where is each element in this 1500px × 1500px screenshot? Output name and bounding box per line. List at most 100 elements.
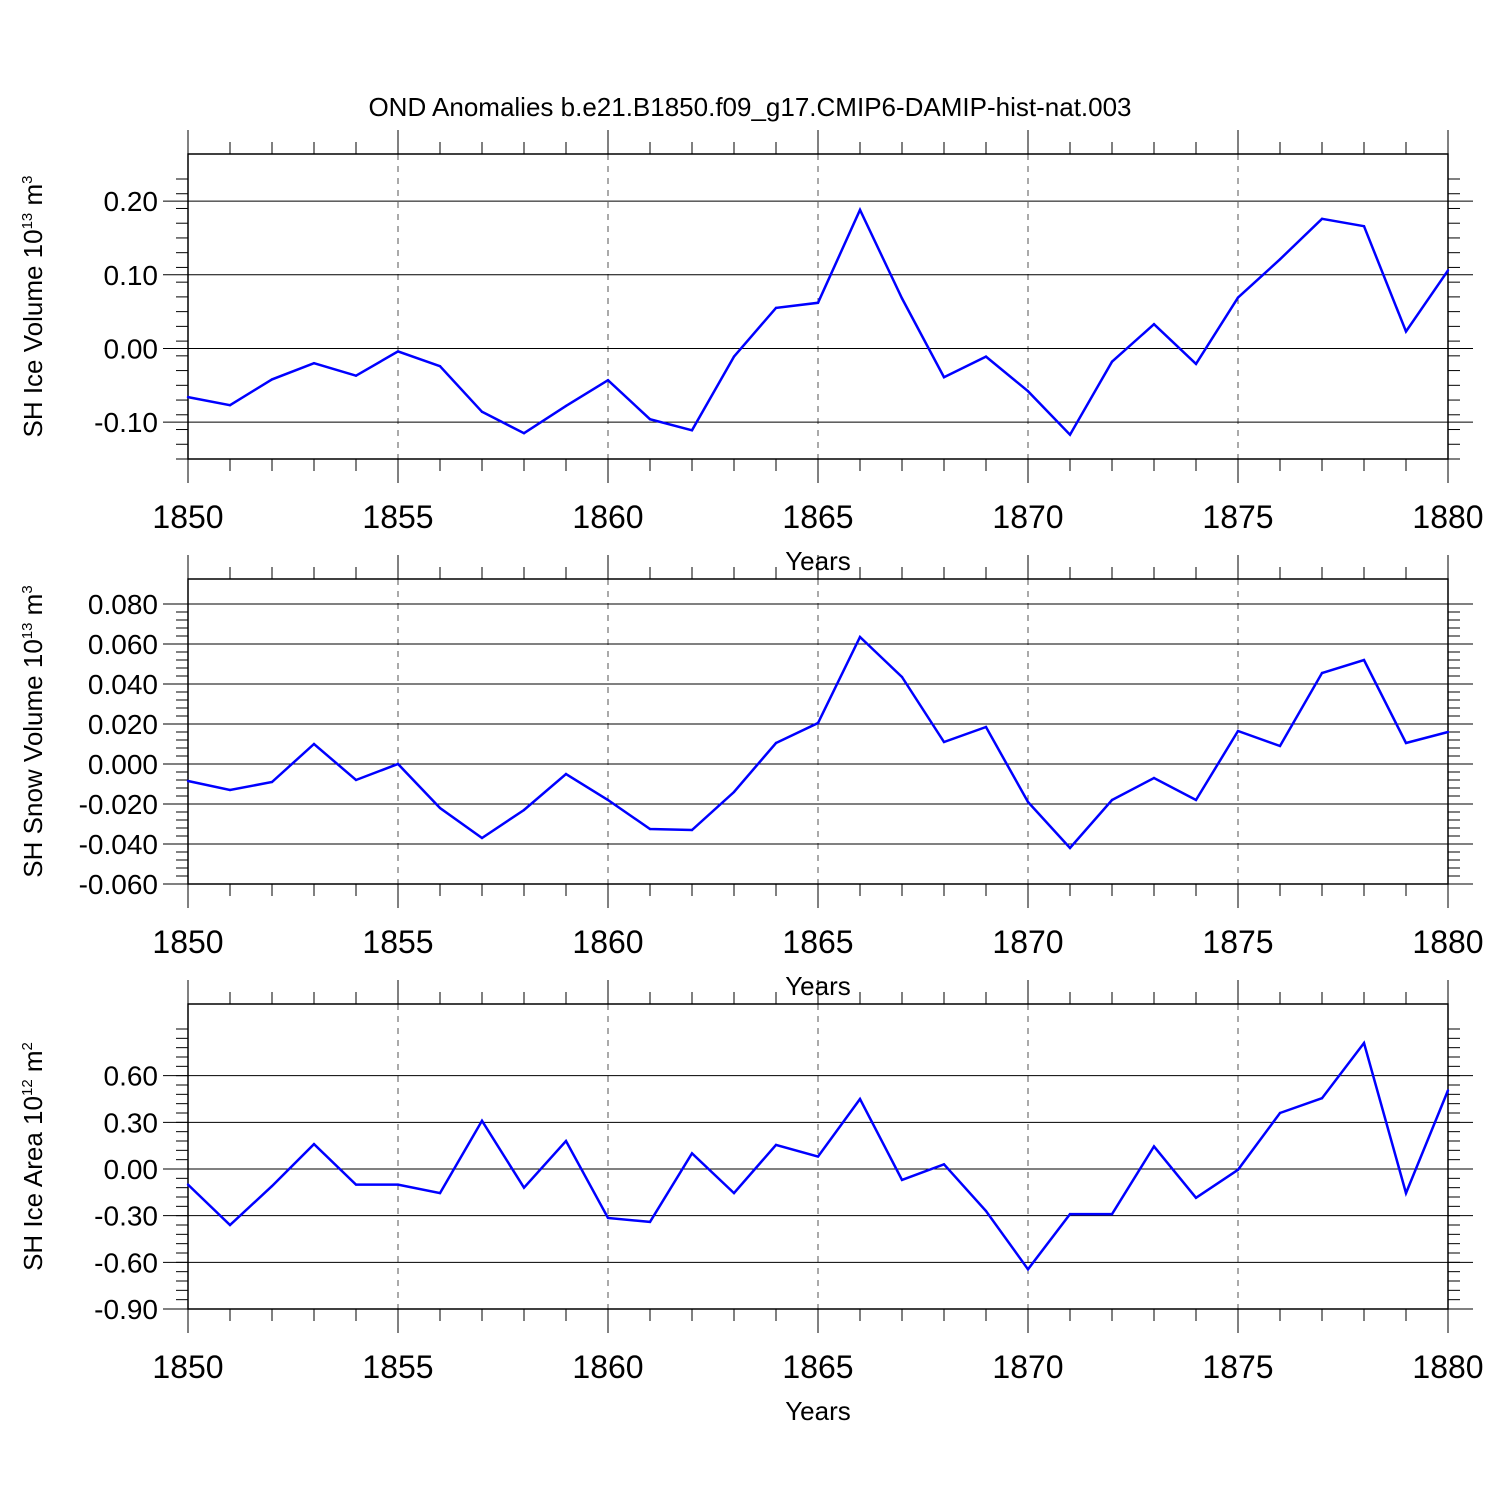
x-tick-label: 1880: [1412, 1349, 1483, 1385]
plot-frame: [187, 1003, 1449, 1310]
data-point: [396, 1183, 400, 1186]
data-point: [480, 1119, 484, 1122]
data-point: [438, 806, 442, 810]
data-point: [480, 836, 484, 840]
data-point: [1446, 269, 1450, 272]
data-point: [1320, 1097, 1324, 1100]
y-tick-label: -0.040: [79, 829, 158, 860]
data-point: [312, 742, 316, 746]
y-axis-label: SH Ice Area 1012 m2: [18, 1042, 48, 1271]
data-point: [900, 297, 904, 300]
plot-frame: [187, 153, 1449, 460]
chart-title: OND Anomalies b.e21.B1850.f09_g17.CMIP6-…: [368, 92, 1131, 122]
y-axis-label: SH Ice Volume 1013 m3: [18, 175, 48, 437]
data-point: [354, 374, 358, 377]
x-tick-label: 1870: [992, 1349, 1063, 1385]
x-tick-label: 1860: [572, 924, 643, 960]
y-tick-label: -0.60: [94, 1247, 158, 1278]
data-point: [312, 1142, 316, 1146]
y-tick-label: -0.020: [79, 789, 158, 820]
data-point: [690, 828, 694, 832]
panel-ice-volume: -0.10 0.00 0.10 0.20 1850 1855 1860 1865 1870 187…: [18, 130, 1484, 576]
y-tick-label: -0.90: [94, 1294, 158, 1325]
y-tick-label: 0.040: [88, 669, 158, 700]
y-tick-label: 0.20: [104, 186, 159, 217]
x-tick-label: 1870: [992, 499, 1063, 535]
data-point: [774, 306, 778, 310]
data-point: [354, 1183, 358, 1186]
data-point: [900, 1178, 904, 1182]
data-point: [984, 725, 988, 729]
x-tick-label: 1850: [152, 499, 223, 535]
y-tick-label: 0.060: [88, 629, 158, 660]
data-point: [1362, 1041, 1366, 1045]
x-tick-label: 1865: [782, 499, 853, 535]
x-tick-label: 1850: [152, 1349, 223, 1385]
data-point: [1362, 658, 1366, 662]
data-point: [1278, 258, 1282, 261]
y-tick-label: -0.30: [94, 1201, 158, 1232]
data-point: [1194, 1196, 1198, 1199]
data-point: [732, 790, 736, 794]
x-tick-label: 1875: [1202, 924, 1273, 960]
data-point: [942, 376, 946, 379]
x-tick-label: 1860: [572, 1349, 643, 1385]
data-point: [354, 778, 358, 782]
data-point: [522, 1186, 526, 1189]
data-point: [774, 1143, 778, 1147]
data-point: [1110, 360, 1114, 363]
data-point: [1068, 433, 1072, 436]
data-point: [1236, 1168, 1240, 1171]
data-point: [984, 355, 988, 358]
data-point: [1446, 730, 1450, 734]
x-tick-label: 1875: [1202, 499, 1273, 535]
data-point: [1236, 729, 1240, 733]
x-tick-label: 1865: [782, 1349, 853, 1385]
data-point: [186, 1183, 190, 1186]
x-tick-label: 1880: [1412, 499, 1483, 535]
data-point: [1278, 744, 1282, 748]
data-point: [648, 418, 652, 421]
data-point: [1404, 1191, 1408, 1195]
data-point: [186, 779, 190, 783]
data-point: [732, 1191, 736, 1195]
data-point: [228, 788, 232, 792]
data-point: [270, 378, 274, 381]
data-point: [984, 1209, 988, 1213]
x-tick-label: 1870: [992, 924, 1063, 960]
data-point: [942, 1163, 946, 1166]
data-point: [816, 1155, 820, 1158]
x-tick-label: 1875: [1202, 1349, 1273, 1385]
data-point: [1152, 322, 1156, 326]
data-point: [396, 350, 400, 353]
data-point: [606, 378, 610, 382]
y-axis-label: SH Snow Volume 1013 m3: [18, 585, 48, 877]
data-point: [816, 721, 820, 725]
x-tick-label: 1865: [782, 924, 853, 960]
panel-snow-volume: -0.060 -0.040 -0.020 0.000 0.020 0.040 0.060 0.…: [18, 555, 1484, 1001]
data-point: [1110, 798, 1114, 802]
x-tick-label: 1855: [362, 1349, 433, 1385]
x-tick-label: 1855: [362, 924, 433, 960]
data-point: [1194, 798, 1198, 802]
data-point: [228, 404, 232, 407]
data-point: [816, 301, 820, 304]
data-point: [1026, 1268, 1030, 1271]
data-point: [186, 395, 190, 399]
data-point: [690, 1152, 694, 1155]
data-point: [606, 798, 610, 802]
data-point: [522, 432, 526, 435]
data-point: [564, 1139, 568, 1143]
data-point: [774, 741, 778, 745]
x-tick-label: 1880: [1412, 924, 1483, 960]
y-tick-label: -0.10: [94, 407, 158, 438]
data-point: [1110, 1212, 1114, 1216]
data-point: [1278, 1111, 1282, 1115]
data-point: [564, 404, 568, 408]
data-point: [1026, 800, 1030, 804]
data-point: [1068, 846, 1072, 850]
data-point: [1068, 1212, 1072, 1216]
y-tick-label: 0.000: [88, 749, 158, 780]
data-point: [1362, 224, 1366, 228]
